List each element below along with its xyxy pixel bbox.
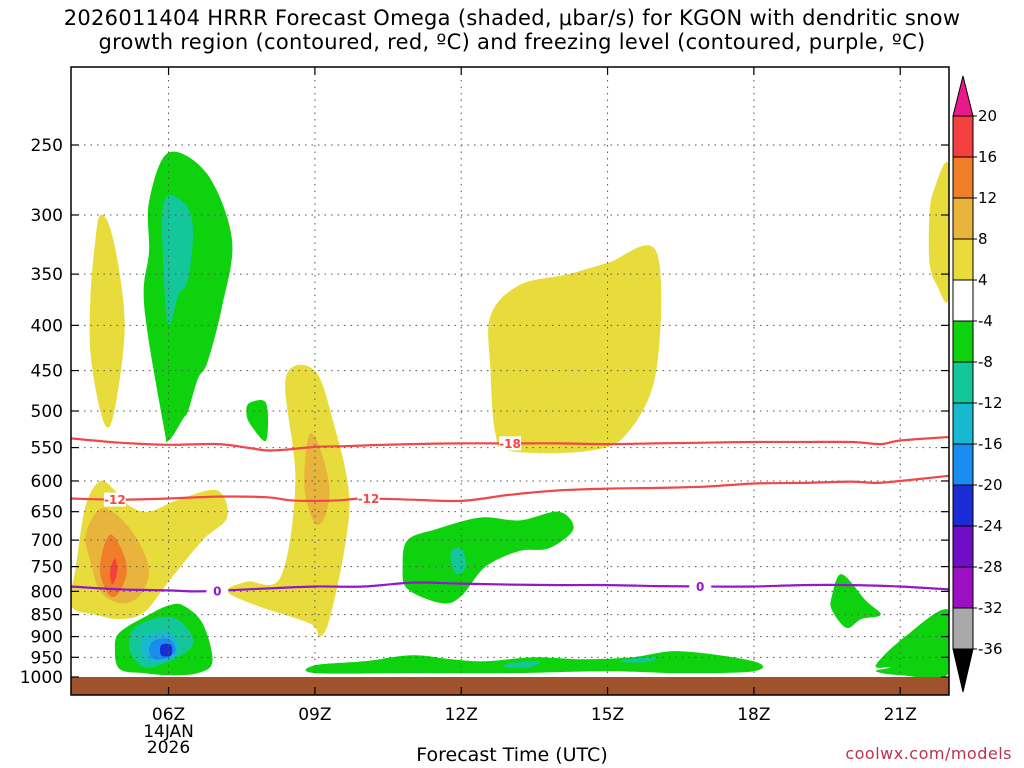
x-tick-label-15Z: 15Z [591,705,624,725]
y-tick-label-550: 550 [31,439,63,459]
omega-colorbar: 20 16 12 8 4 -4 -8 -12 -16 -20 -24 -28 -32 -36 [952,75,1003,693]
colorbar-swatch [952,115,974,158]
omega-region-level--8 [450,547,467,575]
colorbar-swatch [952,197,974,240]
colorbar-label--20: -20 [978,476,1003,494]
contour-label-bg [499,436,521,451]
grid-lines [71,67,949,695]
colorbar-label-4: 4 [978,271,988,289]
omega-region-level-4 [226,364,350,637]
colorbar-swatch [952,156,974,199]
omega-region-level-4 [488,245,662,454]
x-tick-year: 2026 [147,738,190,758]
y-tick-label-600: 600 [31,472,63,492]
colorbar-top-arrow [952,75,974,117]
omega-region-level--20 [160,643,173,657]
y-tick-label-800: 800 [31,582,63,602]
colorbar-label--4: -4 [978,312,993,330]
colorbar-label--12: -12 [978,394,1003,412]
contour-label--12: -12 [104,493,126,507]
colorbar-swatch [952,279,974,322]
x-tick-label-09Z: 09Z [298,705,331,725]
ground-surface [71,677,949,695]
omega-region-level-4 [89,214,125,428]
plot-frame [70,66,950,696]
contour-label-bg [357,491,380,506]
y-tick-label-1000: 1000 [20,668,63,688]
colorbar-label--16: -16 [978,435,1003,453]
colorbar-label-20: 20 [978,107,997,125]
temperature-contours: -18 -12 -12 0 0 [71,435,949,598]
contour-line--12 [71,474,949,503]
colorbar-swatch [952,484,974,527]
y-tick-label-950: 950 [31,648,63,668]
omega-region-level-16 [109,558,118,585]
colorbar-label-16: 16 [978,148,997,166]
colorbar-swatch [952,361,974,404]
contour-label-bg [689,579,712,594]
colorbar-swatch [952,443,974,486]
omega-region-level--4 [246,399,269,442]
contour-label-0: 0 [213,584,221,598]
colorbar-swatch [952,525,974,568]
contour-label--12: -12 [358,492,380,506]
chart-title-line-2: growth region (contoured, red, ºC) and f… [98,30,926,54]
contour-line-0 [71,581,949,593]
y-tick-label-700: 700 [31,531,63,551]
colorbar-swatch [952,320,974,363]
colorbar-label--8: -8 [978,353,993,371]
contour-label-bg [103,492,126,507]
colorbar-label--32: -32 [978,599,1003,617]
y-tick-label-750: 750 [31,558,63,578]
colorbar-label--28: -28 [978,558,1003,576]
omega-region-level--8 [503,661,541,668]
x-tick-label-12Z: 12Z [445,705,478,725]
x-axis-label: Forecast Time (UTC) [416,744,608,766]
omega-region-level--4 [875,609,949,679]
colorbar-label-12: 12 [978,189,997,207]
x-tick-label-21Z: 21Z [884,705,917,725]
y-tick-label-400: 400 [31,316,63,336]
omega-region-level--8 [620,657,658,663]
y-tick-label-900: 900 [31,628,63,648]
x-tick-date: 14JAN [143,722,194,742]
chart-title: 2026011404 HRRR Forecast Omega (shaded, … [0,6,1024,54]
omega-shaded-regions [71,151,949,679]
x-tick-label-06Z: 06Z [152,705,185,725]
site-credit: coolwx.com/models [845,744,1012,763]
omega-region-level-4 [928,162,949,303]
colorbar-swatch [952,607,974,650]
colorbar-swatch [952,238,974,281]
colorbar-swatch [952,566,974,609]
contour-label--18: -18 [499,437,521,451]
y-tick-label-250: 250 [31,136,63,156]
omega-region-level--8 [162,195,194,326]
omega-region-level--4 [402,511,574,604]
chart-title-line-1: 2026011404 HRRR Forecast Omega (shaded, … [63,6,961,30]
omega-region-level--4 [830,574,881,629]
y-axis: 2503003504004505005506006507007508008509… [20,136,949,688]
y-tick-label-450: 450 [31,362,63,382]
y-tick-label-650: 650 [31,503,63,523]
contour-label-bg [206,583,229,598]
colorbar-label-8: 8 [978,230,988,248]
x-tick-label-18Z: 18Z [737,705,770,725]
omega-region-level--4 [143,151,233,443]
colorbar-bottom-arrow [952,648,974,693]
colorbar-label--24: -24 [978,517,1003,535]
colorbar-swatch [952,402,974,445]
y-tick-label-850: 850 [31,606,63,626]
y-tick-label-500: 500 [31,402,63,422]
y-tick-label-350: 350 [31,265,63,285]
contour-label-0: 0 [696,580,704,594]
colorbar-label--36: -36 [978,640,1003,658]
y-tick-label-300: 300 [31,206,63,226]
contour-line--18 [71,435,949,452]
